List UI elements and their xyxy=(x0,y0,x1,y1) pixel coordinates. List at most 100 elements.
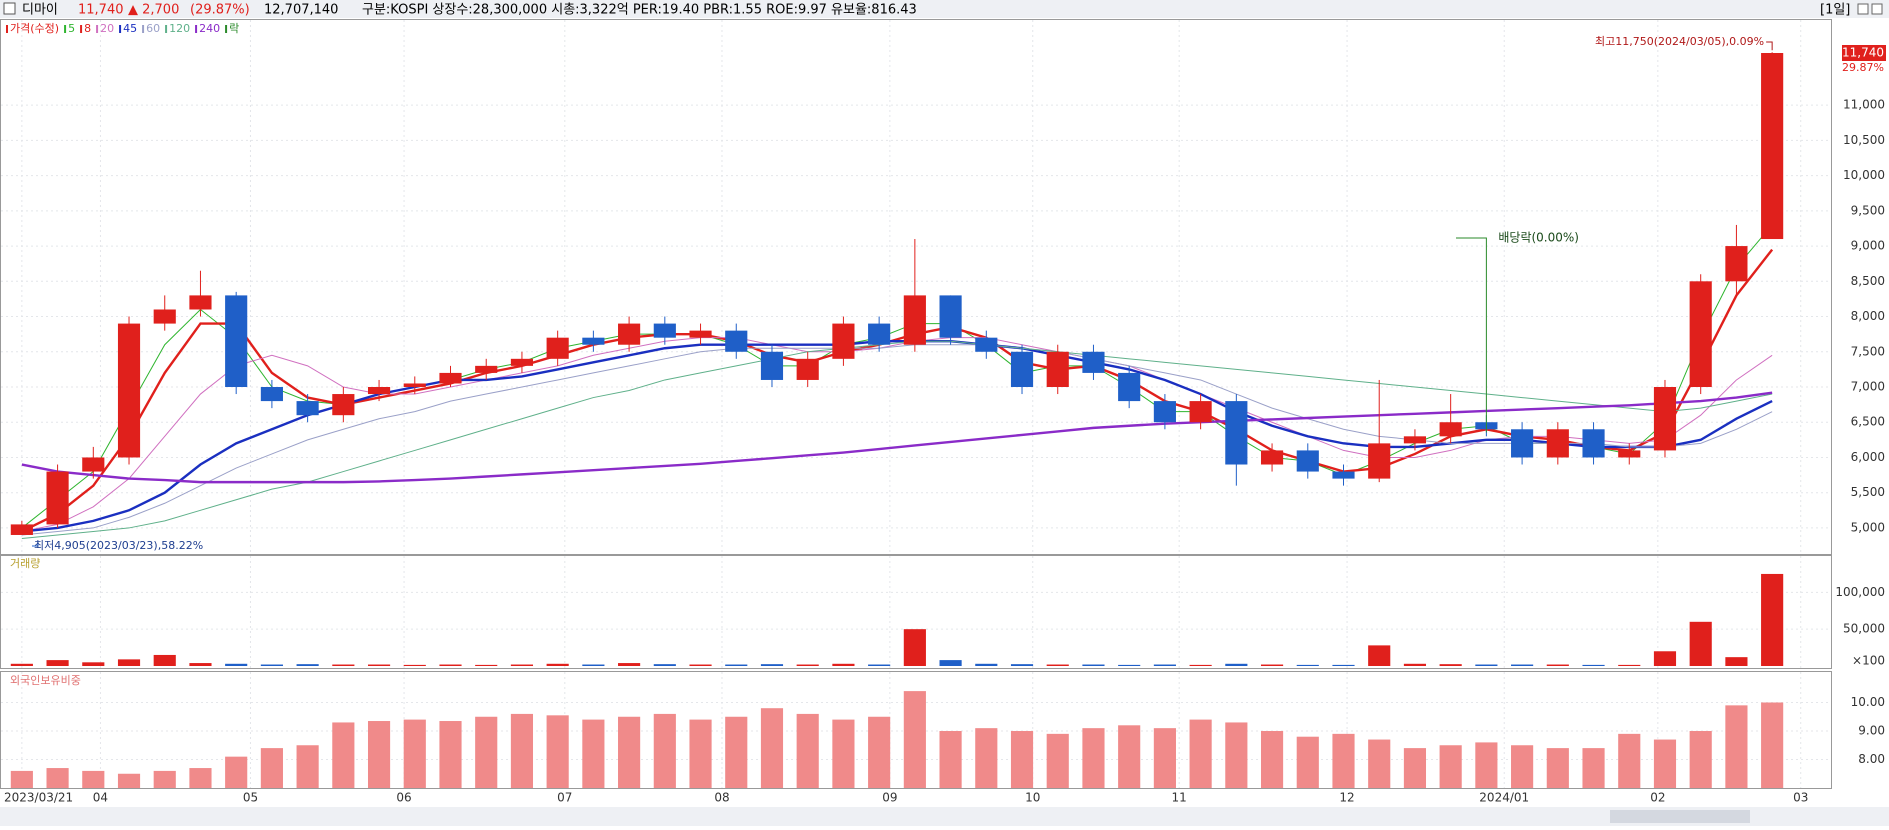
bar xyxy=(1296,736,1319,788)
bar xyxy=(1546,748,1569,788)
legend-swatch xyxy=(96,25,99,33)
bar xyxy=(939,731,962,788)
candle-body xyxy=(1082,351,1105,373)
legend-entry: 45 xyxy=(123,22,137,35)
bar xyxy=(975,728,998,788)
bar xyxy=(367,721,391,788)
y-tick-label: 5,000 xyxy=(1851,520,1885,534)
bar xyxy=(1189,664,1212,666)
candle-body xyxy=(1118,372,1141,402)
candle-body xyxy=(653,323,676,338)
candle-body xyxy=(367,387,391,395)
candle-body xyxy=(10,524,33,535)
bar xyxy=(1582,664,1605,666)
bar xyxy=(46,660,69,666)
low-arrow xyxy=(32,542,39,547)
y-tick-label: 7,000 xyxy=(1851,380,1885,394)
candle-body xyxy=(582,337,605,345)
bar xyxy=(189,663,212,666)
candle-body xyxy=(1225,401,1248,465)
bar xyxy=(1439,664,1462,666)
y-tick-label: 11,000 xyxy=(1843,98,1885,112)
period[interactable]: [1일] xyxy=(1820,3,1850,18)
x-tick-label: 11 xyxy=(1172,791,1187,805)
close-btn[interactable] xyxy=(1871,3,1883,15)
legend-swatch xyxy=(225,25,228,33)
legend-entry: 120 xyxy=(169,22,190,35)
x-tick-label: 07 xyxy=(557,791,572,805)
legend-swatch xyxy=(64,25,67,33)
candle-body xyxy=(475,365,498,373)
volume-pane xyxy=(0,555,1832,669)
bar xyxy=(1618,733,1641,788)
legend-swatch xyxy=(165,25,168,33)
bar xyxy=(153,654,176,666)
bar xyxy=(1118,664,1141,666)
bar xyxy=(510,664,534,666)
bar xyxy=(260,748,283,788)
bar xyxy=(439,721,462,788)
bar xyxy=(510,713,534,788)
bar xyxy=(1511,745,1534,788)
legend-swatch xyxy=(195,25,198,33)
bar xyxy=(1403,663,1427,666)
bar xyxy=(760,664,784,666)
bar xyxy=(1653,651,1677,666)
max-btn[interactable] xyxy=(1857,3,1869,15)
bar xyxy=(296,745,319,788)
bar xyxy=(332,722,355,788)
y-tick-label: 8,500 xyxy=(1851,274,1885,288)
bar xyxy=(1546,664,1569,666)
x-tick-label: 2024/01 xyxy=(1479,791,1529,805)
legend-entry: 240 xyxy=(199,22,220,35)
candle-body xyxy=(1260,450,1284,465)
x-tick-label: 09 xyxy=(882,791,897,805)
bar xyxy=(939,660,962,666)
bar xyxy=(1511,664,1534,666)
bar xyxy=(1082,664,1105,666)
bar xyxy=(367,664,391,666)
legend-swatch xyxy=(80,25,83,33)
scroll-thumb[interactable] xyxy=(1610,810,1750,823)
candle-body xyxy=(82,457,105,472)
candle-body xyxy=(760,351,784,380)
y-tick-label: 10,500 xyxy=(1843,133,1885,147)
candle-body xyxy=(903,295,926,345)
change-pct: (29.87%) xyxy=(190,3,250,18)
x-tick-label: 2023/03/21 xyxy=(4,791,73,805)
bar xyxy=(653,713,676,788)
bar xyxy=(1189,719,1212,788)
bar xyxy=(1439,745,1462,788)
candle-body xyxy=(1403,436,1427,444)
icon[interactable] xyxy=(3,2,16,15)
candle-body xyxy=(1368,443,1391,479)
candle-body xyxy=(332,394,355,416)
bar xyxy=(1761,702,1784,788)
candle-body xyxy=(689,330,712,338)
pane-title: 거래량 xyxy=(10,557,40,570)
stock-name: 디마이 xyxy=(22,3,58,18)
legend-entry: 20 xyxy=(100,22,114,35)
ma-line xyxy=(21,340,1773,533)
bar xyxy=(618,663,641,666)
scrollbar[interactable] xyxy=(0,807,1889,826)
last-pct: 29.87% xyxy=(1842,61,1884,74)
bar xyxy=(1725,657,1748,666)
bar xyxy=(903,691,926,788)
bar xyxy=(1618,664,1641,666)
bar xyxy=(1118,725,1141,788)
legend-entry: 락 xyxy=(229,22,239,35)
candle-body xyxy=(975,337,998,352)
candle-body xyxy=(1189,401,1212,423)
candle-body xyxy=(153,309,176,324)
y-tick-label: 8,000 xyxy=(1851,309,1885,323)
last-price-box xyxy=(1842,45,1886,62)
y-tick-label: 6,500 xyxy=(1851,415,1885,429)
high-label: 최고11,750(2024/03/05),0.09% xyxy=(1595,35,1764,48)
candle-body xyxy=(403,383,426,388)
header-bar xyxy=(0,0,1889,18)
y-tick-label: 9,000 xyxy=(1851,239,1885,253)
candle-body xyxy=(796,358,819,380)
candle-body xyxy=(260,387,283,402)
legend-entry: 60 xyxy=(146,22,160,35)
